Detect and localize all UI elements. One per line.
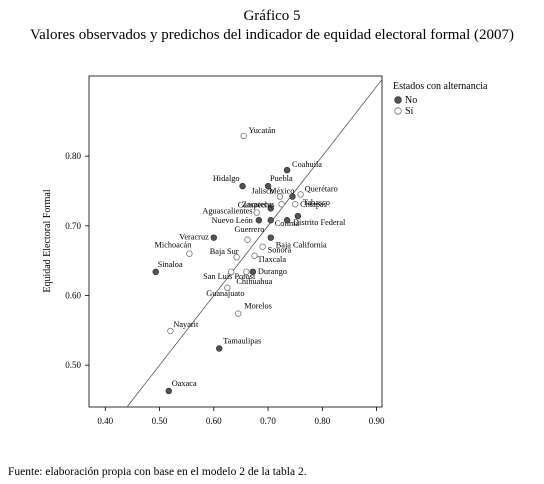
y-axis-label: Equidad Electoral Formal [42, 189, 53, 293]
point-label-tlaxcala: Tlaxcala [257, 255, 286, 264]
point-michoacan [186, 250, 193, 257]
point-label-hidalgo: Hidalgo [213, 174, 240, 183]
point-label-colima: Colima [275, 219, 300, 228]
point-zacatecas [278, 201, 285, 208]
chart-title: Valores observados y predichos del indic… [30, 27, 514, 43]
point-label-veracruz: Veracruz [179, 233, 209, 242]
point-mexico [289, 193, 296, 200]
y-tick-label: 0.50 [65, 360, 81, 370]
point-label-jalisco: Jalisco [251, 187, 274, 196]
y-tick-label: 0.80 [65, 151, 81, 161]
x-tick-label: 0.90 [369, 416, 385, 426]
chart-kicker: Gráfico 5 [243, 8, 301, 24]
x-tick-label: 0.70 [260, 416, 276, 426]
point-label-distrito-federal: Distrito Federal [293, 218, 346, 227]
legend-label-no: No [405, 95, 417, 106]
point-label-baja-sur: Baja Sur [210, 247, 239, 256]
point-sinaloa [152, 268, 159, 276]
point-puebla [264, 182, 272, 190]
point-tamaulipas [216, 345, 223, 352]
point-jalisco [276, 193, 284, 200]
point-label-sinaloa: Sinaloa [158, 260, 183, 269]
x-tick-label: 0.40 [97, 416, 113, 426]
point-tabasco [294, 212, 302, 220]
point-label-guerrero: Guerrero [234, 225, 264, 234]
point-veracruz [210, 234, 217, 241]
point-distrito-federal [283, 217, 291, 224]
point-label-aguascalientes: Aguascalientes [202, 207, 252, 216]
legend-marker-no [394, 96, 402, 104]
source-note: Fuente: elaboración propia con base en e… [8, 466, 307, 478]
point-label-oaxaca: Oaxaca [172, 379, 197, 388]
point-label-morelos: Morelos [244, 302, 272, 311]
point-morelos [235, 310, 242, 317]
point-baja-sur [233, 253, 240, 261]
point-nuevo-leon [255, 217, 263, 224]
y-tick-label: 0.60 [65, 291, 81, 301]
x-tick-label: 0.80 [314, 416, 330, 426]
point-label-durango: Durango [258, 267, 287, 276]
point-campeche [267, 205, 274, 212]
point-label-yucatan: Yucatán [249, 126, 277, 135]
point-label-tabasco: Tabasco [303, 198, 330, 207]
point-nayarit [167, 327, 174, 335]
legend-marker-si [394, 107, 402, 115]
point-tlaxcala [251, 252, 258, 259]
point-durango [249, 268, 257, 276]
point-guanajuato [224, 284, 231, 292]
point-label-tamaulipas: Tamaulipas [223, 336, 261, 345]
point-queretaro [297, 191, 304, 198]
point-sonora [259, 243, 266, 250]
point-label-guanajuato: Guanajuato [206, 289, 244, 298]
point-label-puebla: Puebla [270, 174, 293, 183]
point-label-zacatecas: Zacatecas [242, 200, 275, 209]
point-coahuila [283, 166, 291, 174]
point-label-nayarit: Nayarit [173, 320, 199, 329]
point-oaxaca [165, 387, 172, 395]
y-tick-label: 0.70 [65, 221, 81, 231]
reference-line [126, 79, 383, 408]
point-label-campeche: Campeche [238, 200, 273, 209]
point-label-san-luis-potosi: San Luis Potosí [203, 272, 256, 281]
point-label-chihuahua: Chihuahua [236, 277, 272, 286]
x-tick-label: 0.50 [152, 416, 168, 426]
x-tick-label: 0.60 [206, 416, 222, 426]
point-guerrero [244, 236, 251, 243]
point-label-nuevo-leon: Nuevo León [212, 216, 254, 225]
point-label-michoacan: Michoacán [155, 241, 193, 250]
point-label-mexico: México [269, 187, 294, 196]
point-chiapas [291, 201, 299, 208]
plot-frame [88, 75, 383, 408]
point-label-queretaro: Querétaro [305, 184, 338, 193]
point-chihuahua [243, 268, 250, 276]
point-label-sonora: Sonora [268, 246, 292, 255]
point-baja-california [267, 234, 274, 241]
point-yucatan [240, 132, 247, 140]
legend-label-si: Sí [405, 106, 414, 117]
point-hidalgo [239, 182, 246, 190]
point-aguascalientes [253, 209, 260, 216]
legend-title: Estados con alternancia [393, 81, 488, 92]
point-label-chiapas: Chiapas [300, 200, 327, 209]
point-label-coahuila: Coahuila [292, 160, 322, 169]
point-label-baja-california: Baja California [276, 241, 327, 250]
point-san-luis-potosi [227, 268, 235, 276]
point-colima [267, 217, 274, 224]
